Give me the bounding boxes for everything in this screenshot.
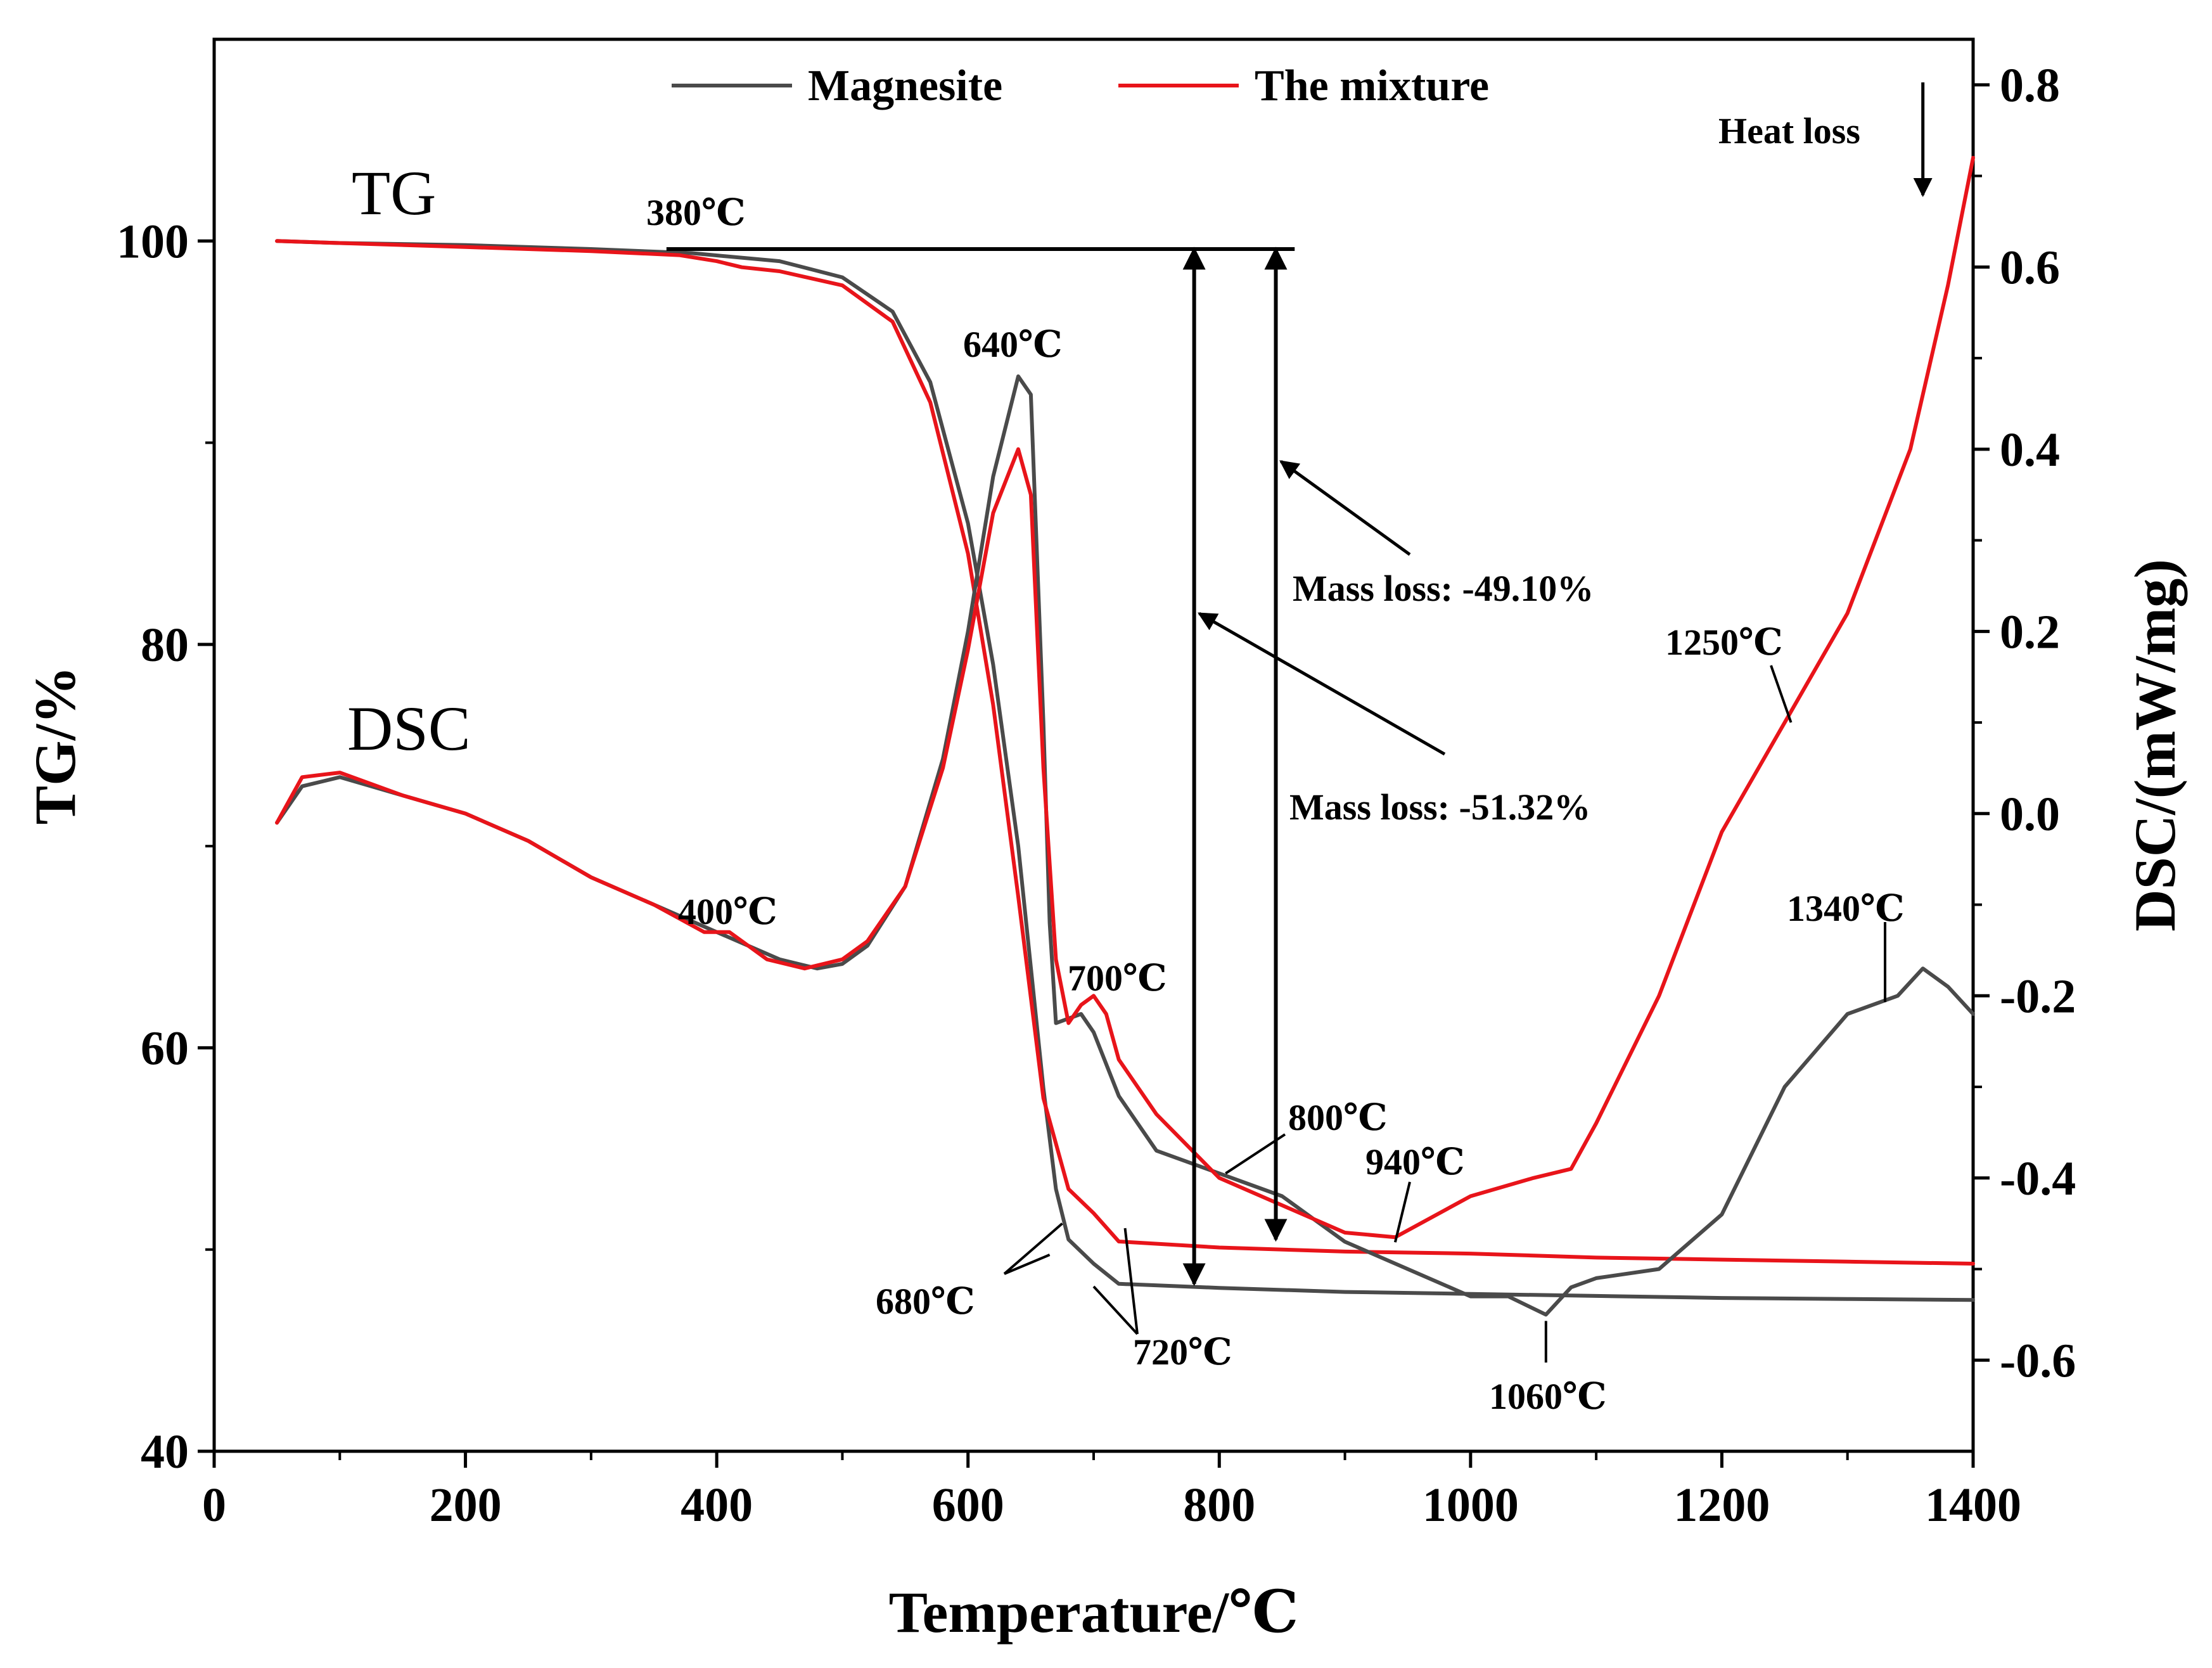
mass-loss-pointer-51	[1198, 612, 1446, 756]
leader-720c-b	[1123, 1228, 1139, 1335]
x-tick-label: 1400	[1925, 1479, 2021, 1532]
x-tick-label: 1200	[1673, 1479, 1770, 1532]
annotation-680c: 680℃	[876, 1281, 975, 1322]
dsc-curve-tag: DSC	[347, 693, 471, 764]
annotation-640c: 640℃	[963, 324, 1063, 365]
legend: Magnesite The mixture	[672, 61, 1489, 110]
y-right-tick-label: 0.6	[2000, 241, 2060, 294]
y-right-tick-label: 0.0	[2000, 788, 2060, 841]
leader-940c	[1393, 1181, 1411, 1243]
annotation-1060c: 1060℃	[1489, 1376, 1607, 1417]
leader-680c-a	[1003, 1222, 1063, 1275]
plot-frame	[212, 37, 1975, 1453]
series-line-mixture-dsc	[275, 155, 1975, 1240]
mass-loss-label-49: Mass loss: -49.10%	[1293, 568, 1594, 609]
y-right-tick-label: -0.4	[2000, 1152, 2076, 1205]
mass-loss-pointer-49	[1279, 459, 1411, 556]
x-tick-label: 1000	[1422, 1479, 1519, 1532]
y-right-axis-title: DSC/(mW/mg)	[2123, 559, 2187, 932]
leader-680c-b	[1004, 1254, 1051, 1275]
y-right-tick-label: -0.6	[2000, 1334, 2076, 1387]
leader-800c	[1225, 1133, 1286, 1175]
x-tick-label: 0	[202, 1479, 226, 1532]
y-right-tick-label: -0.2	[2000, 970, 2076, 1023]
leader-720c-a	[1092, 1285, 1139, 1335]
x-axis-title: Temperature/℃	[889, 1580, 1299, 1645]
annotation-heat-loss: Heat loss	[1718, 110, 1860, 151]
annotation-800c: 800℃	[1288, 1097, 1388, 1138]
series-line-magnesite-dsc	[275, 374, 1975, 1317]
series-line-mixture-tg	[275, 239, 1975, 1266]
axis-ticks: 0 200 400 600 800 1000 1200 1400 40 60 80 100 -0.6 -0…	[117, 59, 2076, 1532]
annotation-1250c: 1250℃	[1665, 622, 1783, 663]
y-right-tick-label: 0.8	[2000, 59, 2060, 112]
leader-1250c	[1770, 665, 1793, 723]
legend-magnesite-label: Magnesite	[808, 61, 1002, 110]
series-layer	[275, 155, 1975, 1317]
annotation-380c: 380℃	[646, 192, 746, 233]
x-tick-label: 200	[430, 1479, 502, 1532]
y-left-tick-label: 80	[141, 619, 189, 672]
series-line-magnesite-tg	[275, 239, 1975, 1302]
y-left-tick-label: 60	[141, 1022, 189, 1075]
tg-curve-tag: TG	[352, 158, 436, 228]
x-tick-label: 800	[1183, 1479, 1255, 1532]
y-right-tick-label: 0.4	[2000, 423, 2060, 477]
x-tick-label: 400	[681, 1479, 753, 1532]
mass-loss-label-51: Mass loss: -51.32%	[1289, 786, 1590, 828]
x-tick-label: 600	[932, 1479, 1004, 1532]
annotation-400c: 400℃	[678, 891, 777, 932]
y-left-tick-label: 40	[141, 1425, 189, 1479]
annotation-700c: 700℃	[1068, 958, 1167, 999]
annotation-720c: 720℃	[1133, 1331, 1232, 1373]
y-right-tick-label: 0.2	[2000, 605, 2060, 658]
annotation-layer	[666, 82, 1933, 1363]
annotation-1340c: 1340℃	[1787, 888, 1905, 929]
y-left-axis-title: TG/%	[23, 666, 87, 824]
annotation-940c: 940℃	[1365, 1141, 1465, 1183]
legend-mixture-label: The mixture	[1255, 61, 1489, 110]
y-left-tick-label: 100	[117, 215, 189, 268]
